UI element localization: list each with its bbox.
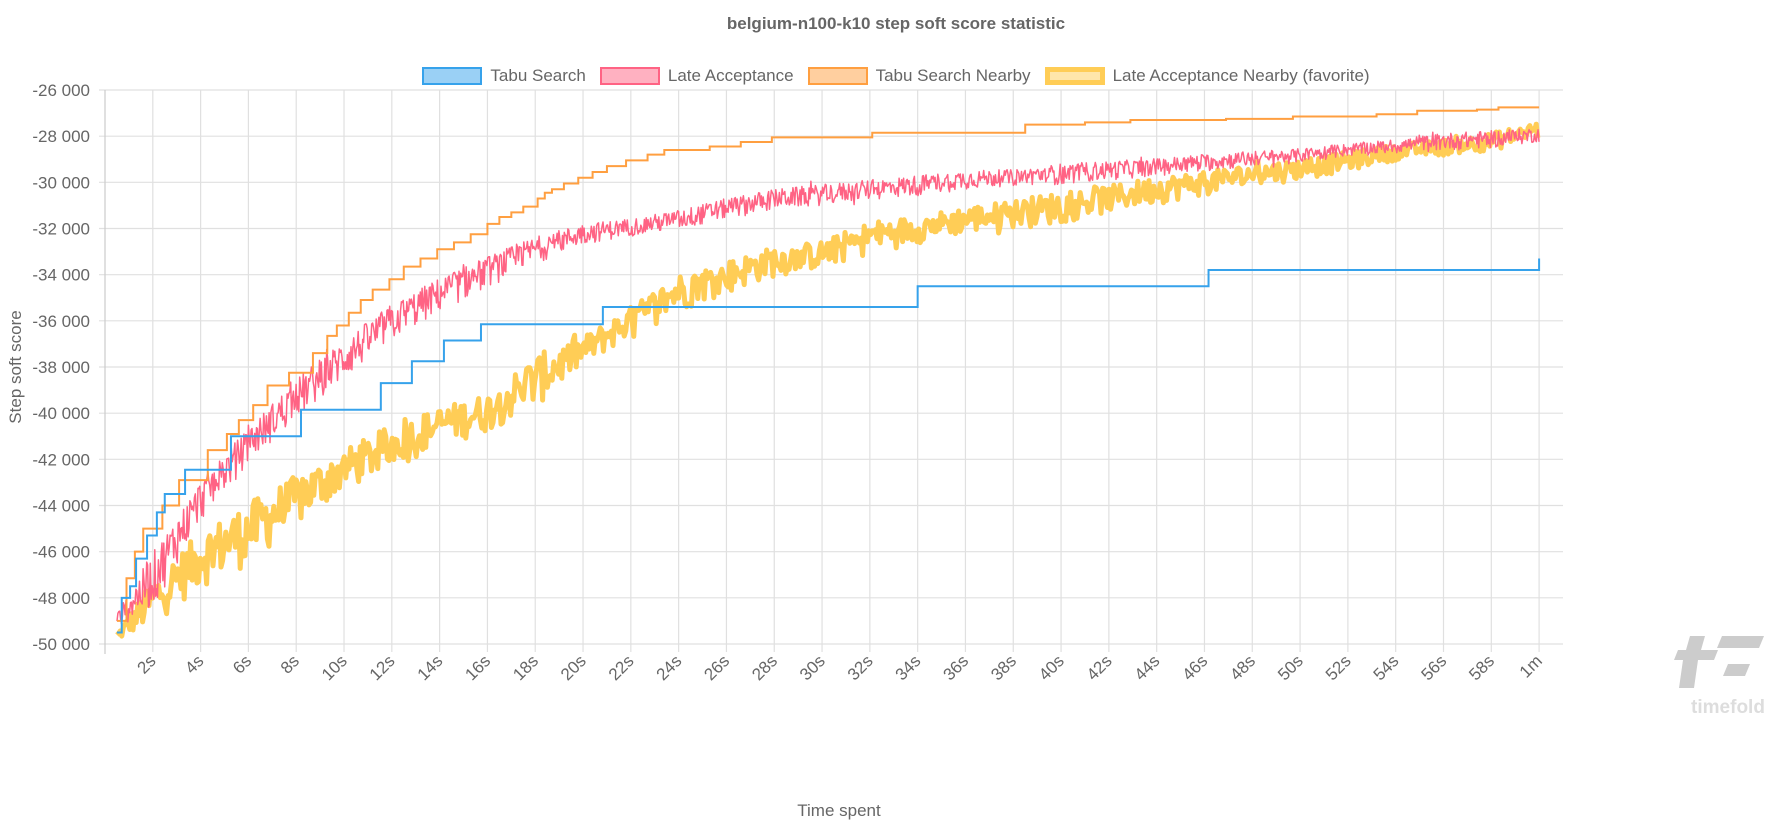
legend-swatch <box>599 67 660 85</box>
x-tick-label: 44s <box>1131 651 1164 684</box>
x-tick-label: 26s <box>700 651 733 684</box>
x-tick-label: 28s <box>748 651 781 684</box>
x-tick-label: 10s <box>318 651 351 684</box>
x-tick-label: 36s <box>939 651 972 684</box>
x-tick-label: 46s <box>1178 651 1211 684</box>
y-tick-label: -34 000 <box>32 266 90 285</box>
x-tick-label: 56s <box>1417 651 1450 684</box>
series-line-late-acceptance-nearby-favorite- <box>115 121 1541 639</box>
x-tick-label: 2s <box>133 651 159 677</box>
legend-swatch <box>422 67 483 85</box>
x-tick-label: 48s <box>1226 651 1259 684</box>
y-tick-label: -28 000 <box>32 127 90 146</box>
legend-swatch <box>1044 67 1105 85</box>
x-tick-label: 18s <box>509 651 542 684</box>
legend-item-tabu-search-nearby[interactable]: Tabu Search Nearby <box>807 66 1031 86</box>
x-tick-label: 52s <box>1322 651 1355 684</box>
y-tick-label: -42 000 <box>32 450 90 469</box>
y-tick-label: -26 000 <box>32 81 90 100</box>
y-tick-label: -32 000 <box>32 220 90 239</box>
y-tick-label: -38 000 <box>32 358 90 377</box>
legend: Tabu Search Late Acceptance Tabu Search … <box>0 66 1792 86</box>
x-tick-label: 58s <box>1465 651 1498 684</box>
legend-label: Late Acceptance Nearby (favorite) <box>1112 66 1370 85</box>
legend-label: Tabu Search <box>490 66 586 85</box>
x-tick-label: 54s <box>1370 651 1403 684</box>
x-tick-label: 1m <box>1516 651 1546 681</box>
x-tick-label: 24s <box>653 651 686 684</box>
x-tick-label: 22s <box>605 651 638 684</box>
series-line-tabu-search-nearby <box>116 106 1540 622</box>
logo-mark <box>1674 636 1764 688</box>
legend-item-tabu-search[interactable]: Tabu Search <box>422 66 586 86</box>
x-tick-label: 30s <box>796 651 829 684</box>
x-tick-label: 32s <box>844 651 877 684</box>
y-tick-label: -50 000 <box>32 635 90 654</box>
x-tick-label: 4s <box>181 651 207 677</box>
y-tick-label: -48 000 <box>32 589 90 608</box>
legend-item-late-acceptance[interactable]: Late Acceptance <box>599 66 794 86</box>
y-tick-label: -46 000 <box>32 543 90 562</box>
legend-label: Late Acceptance <box>667 66 794 85</box>
x-tick-label: 34s <box>892 651 925 684</box>
legend-item-late-acceptance-nearby[interactable]: Late Acceptance Nearby (favorite) <box>1044 66 1370 86</box>
x-tick-label: 20s <box>557 651 590 684</box>
x-tick-label: 8s <box>277 651 303 677</box>
x-tick-label: 16s <box>461 651 494 684</box>
series-line-late-acceptance <box>116 128 1540 625</box>
chart-title: belgium-n100-k10 step soft score statist… <box>726 14 1066 33</box>
y-tick-label: -44 000 <box>32 497 90 516</box>
x-tick-label: 12s <box>366 651 399 684</box>
legend-swatch <box>807 67 868 85</box>
x-tick-label: 40s <box>1035 651 1068 684</box>
legend-label: Tabu Search Nearby <box>875 66 1031 85</box>
y-tick-label: -36 000 <box>32 312 90 331</box>
y-axis-title: Step soft score <box>6 310 25 423</box>
y-tick-label: -30 000 <box>32 173 90 192</box>
x-tick-label: 6s <box>229 651 255 677</box>
series-line-tabu-search <box>116 258 1541 634</box>
x-tick-label: 50s <box>1274 651 1307 684</box>
x-tick-label: 42s <box>1083 651 1116 684</box>
x-tick-label: 38s <box>987 651 1020 684</box>
x-tick-label: 14s <box>414 651 447 684</box>
x-axis-title: Time spent <box>797 801 881 820</box>
watermark-text: timefold <box>1691 697 1765 718</box>
y-tick-label: -40 000 <box>32 404 90 423</box>
